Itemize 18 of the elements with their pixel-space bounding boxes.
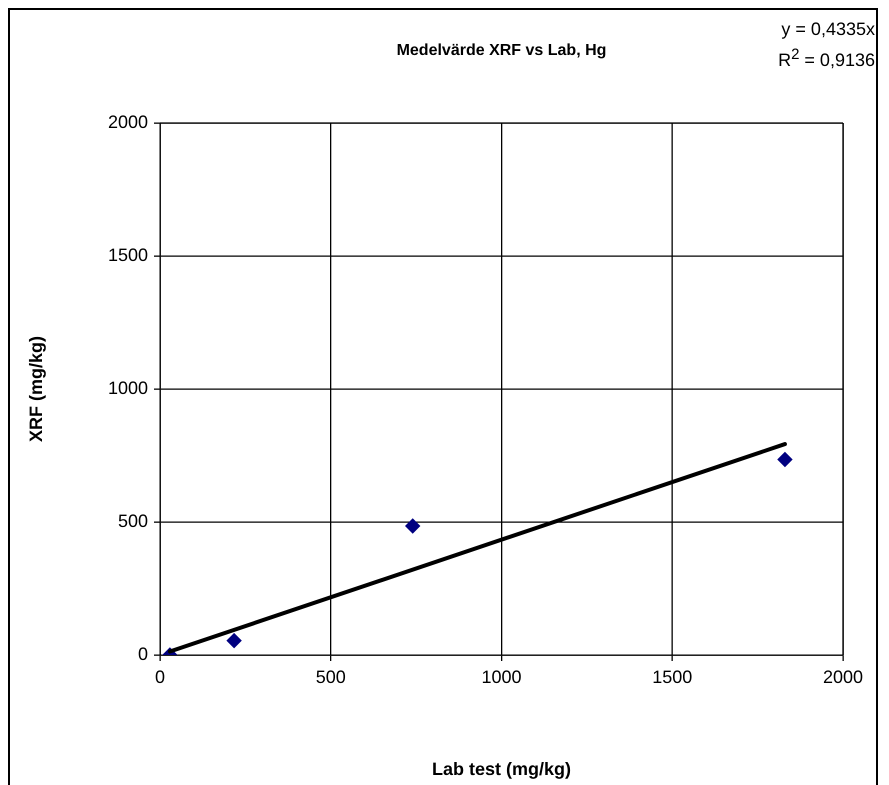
x-tick-label: 0: [154, 666, 166, 687]
x-tick-label: 1500: [652, 666, 692, 687]
point: [777, 452, 792, 467]
point: [226, 633, 242, 648]
x-tick-label: 2000: [822, 666, 864, 687]
text: R$^{2}$ = 0,9136: [778, 45, 875, 72]
x-axis-title: Lab test (mg/kg): [432, 759, 572, 780]
y-tick-label: 0: [138, 644, 148, 664]
y-tick-label: 1500: [108, 244, 148, 265]
x-tick-label: 500: [316, 666, 346, 687]
point: [405, 518, 420, 534]
y-tick-label: 1000: [108, 378, 148, 398]
y-axis-title: XRF (mg/kg): [26, 336, 46, 442]
y-tick-label: 500: [118, 510, 148, 531]
x-tick-label: 1000: [481, 666, 522, 687]
chart-title: Medelvärde XRF vs Lab, Hg: [396, 42, 606, 59]
y-tick-label: 2000: [108, 112, 148, 132]
text: y = 0,4335x: [780, 18, 875, 41]
